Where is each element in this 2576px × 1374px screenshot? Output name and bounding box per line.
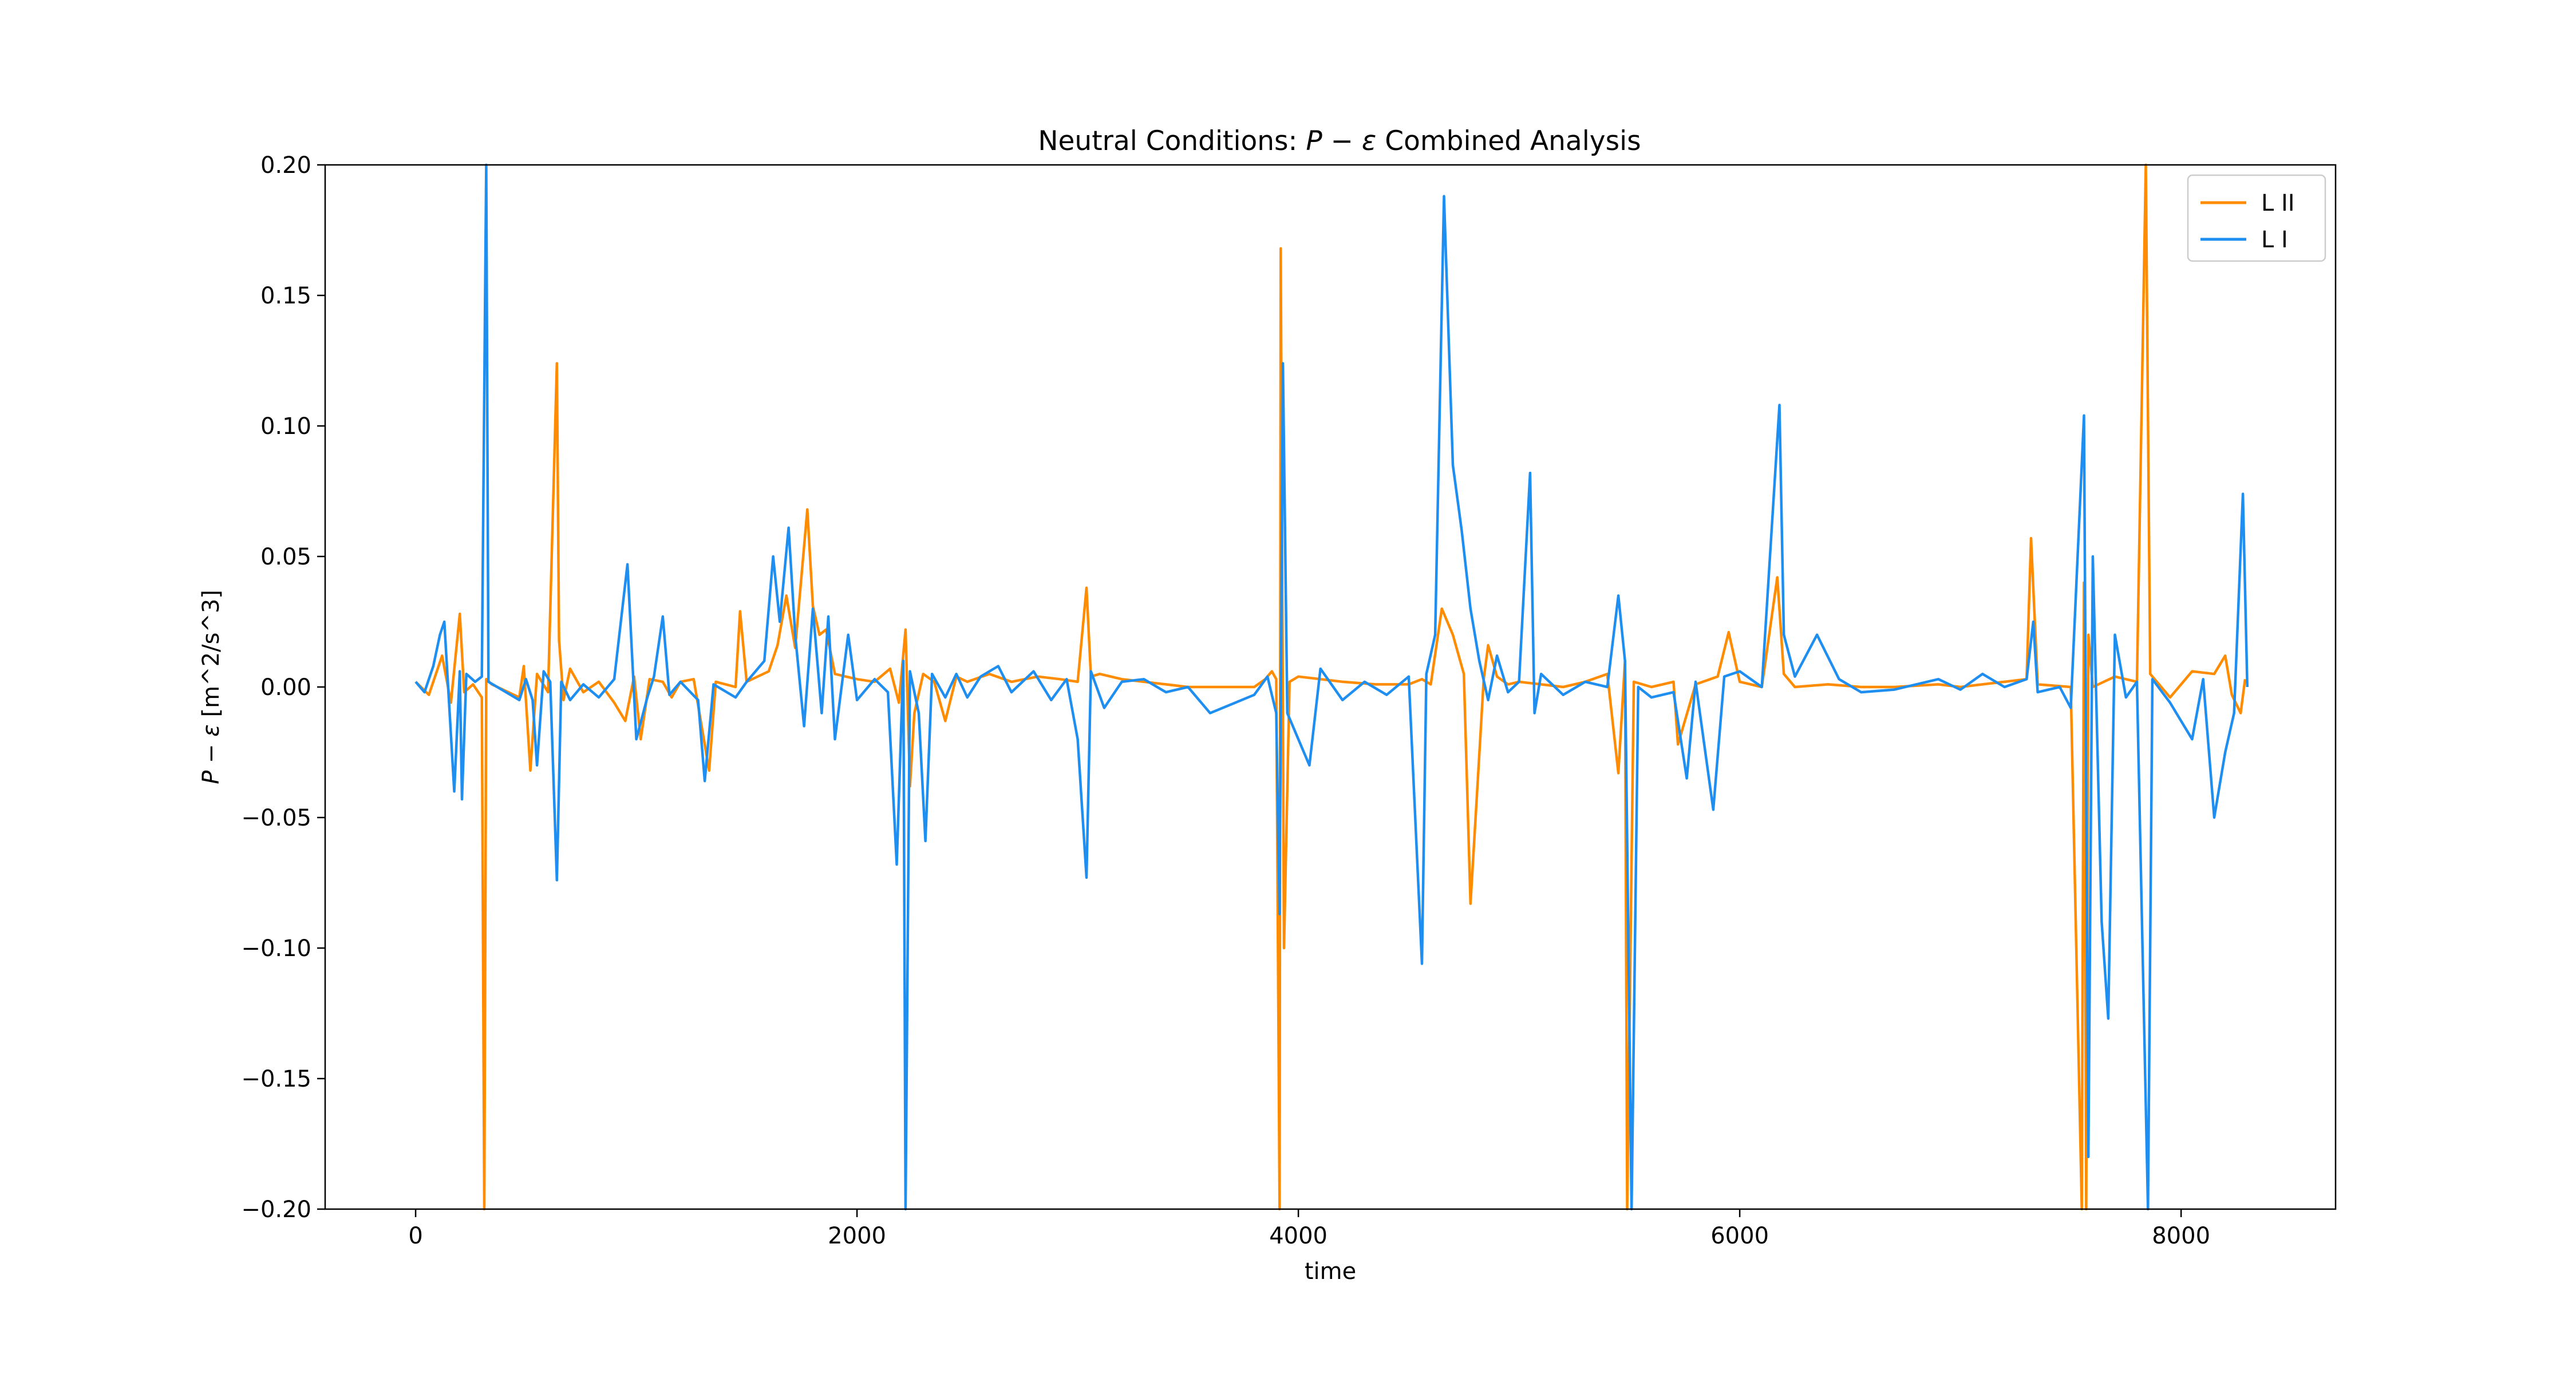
y-tick-label: −0.20 [241,1197,311,1223]
y-axis-label: P − ε [m^2/s^3] [198,590,224,784]
y-tick-label: −0.10 [241,935,311,962]
y-tick-label: 0.20 [260,152,311,179]
legend-label-0: L II [2261,190,2295,216]
x-tick-label: 6000 [1710,1223,1769,1249]
x-axis-label: time [1305,1258,1356,1285]
legend-box [2187,174,2326,262]
series-line-1 [414,163,2249,1211]
y-tick-label: 0.00 [260,674,311,701]
chart-title: Neutral Conditions: P − ε Combined Analy… [1038,125,1641,157]
y-axis-label-units: [m^2/s^3] [198,590,224,724]
plot-series [414,163,2249,1211]
y-axis: −0.20 −0.15 −0.10 −0.05 0.00 0.05 0.10 0.15 0.20 [241,152,325,1223]
y-tick-label: −0.05 [241,805,311,831]
y-tick-label: 0.10 [260,413,311,440]
chart-title-math: P − ε [1306,125,1376,157]
y-axis-label-math: P − ε [198,724,224,784]
x-axis: 0 2000 4000 6000 8000 [408,1209,2210,1249]
y-tick-label: 0.05 [260,544,311,570]
x-tick-label: 0 [408,1223,422,1249]
legend: L II L I [2187,174,2326,262]
legend-label-1: L I [2261,227,2288,253]
chart-title-prefix: Neutral Conditions: [1038,125,1306,157]
x-tick-label: 2000 [828,1223,886,1249]
chart-title-suffix: Combined Analysis [1376,125,1641,157]
x-tick-label: 4000 [1269,1223,1327,1249]
y-tick-label: 0.15 [260,283,311,309]
series-line-0 [414,163,2247,1211]
y-tick-label: −0.15 [241,1066,311,1092]
x-tick-label: 8000 [2152,1223,2210,1249]
plot-frame [324,164,2337,1210]
